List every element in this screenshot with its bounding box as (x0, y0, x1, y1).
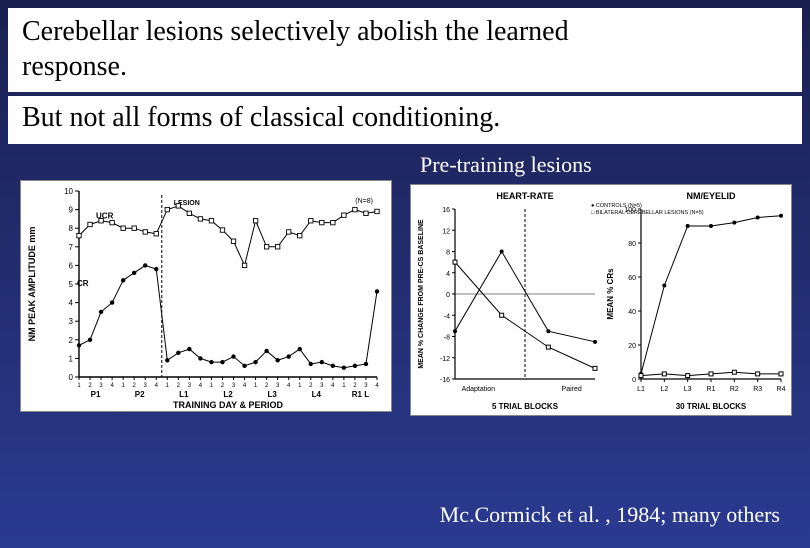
svg-text:3: 3 (232, 383, 236, 389)
svg-text:3: 3 (364, 383, 368, 389)
svg-text:NM PEAK AMPLITUDE mm: NM PEAK AMPLITUDE mm (27, 227, 37, 342)
svg-text:2: 2 (353, 383, 357, 389)
svg-text:1: 1 (166, 383, 170, 389)
svg-text:40: 40 (628, 309, 636, 316)
svg-text:R3: R3 (753, 386, 762, 393)
svg-text:L1: L1 (637, 386, 645, 393)
svg-text:3: 3 (188, 383, 192, 389)
svg-text:4: 4 (375, 383, 379, 389)
svg-text:R1: R1 (707, 386, 716, 393)
svg-text:60: 60 (628, 275, 636, 282)
svg-text:2: 2 (133, 383, 137, 389)
svg-text:L4: L4 (312, 390, 322, 399)
svg-text:L3: L3 (684, 386, 692, 393)
svg-text:R2: R2 (730, 386, 739, 393)
figure-right-col: Pre-training lesions HEART-RATE NM/EYELID… (410, 152, 790, 421)
svg-text:2: 2 (88, 383, 92, 389)
svg-text:R4: R4 (777, 386, 786, 393)
figure-row: 0123456789101234P11234P21234L11234L21234… (20, 152, 790, 421)
svg-text:2: 2 (265, 383, 269, 389)
svg-text:7: 7 (69, 243, 74, 252)
svg-text:4: 4 (69, 299, 74, 308)
svg-text:HEART-RATE: HEART-RATE (496, 191, 553, 201)
svg-text:(N=8): (N=8) (355, 198, 373, 205)
svg-text:4: 4 (110, 383, 114, 389)
svg-text:0: 0 (632, 377, 636, 384)
title-block: Cerebellar lesions selectively abolish t… (8, 8, 802, 92)
svg-text:4: 4 (155, 383, 159, 389)
svg-text:1: 1 (254, 383, 258, 389)
svg-text:3: 3 (320, 383, 324, 389)
svg-text:L3: L3 (267, 390, 277, 399)
svg-text:3: 3 (276, 383, 280, 389)
pre-training-label: Pre-training lesions (420, 152, 790, 178)
svg-text:10: 10 (64, 187, 73, 196)
svg-text:Paired: Paired (562, 386, 582, 393)
svg-text:0: 0 (69, 373, 74, 382)
svg-text:2: 2 (221, 383, 225, 389)
svg-text:L2: L2 (660, 386, 668, 393)
svg-text:1: 1 (210, 383, 214, 389)
svg-text:8: 8 (69, 224, 74, 233)
svg-text:-4: -4 (444, 313, 450, 320)
svg-text:MEAN % CRs: MEAN % CRs (606, 268, 615, 320)
subtitle-block: But not all forms of classical condition… (8, 96, 802, 144)
title-line-1: Cerebellar lesions selectively abolish t… (22, 14, 788, 49)
svg-text:6: 6 (69, 261, 74, 270)
svg-text:Adaptation: Adaptation (462, 386, 496, 393)
svg-text:P2: P2 (135, 390, 145, 399)
svg-text:1: 1 (77, 383, 81, 389)
svg-text:30 TRIAL BLOCKS: 30 TRIAL BLOCKS (676, 402, 747, 411)
svg-text:4: 4 (287, 383, 291, 389)
svg-text:P1: P1 (91, 390, 101, 399)
svg-text:20: 20 (628, 343, 636, 350)
svg-text:□ BILATERAL CEREBELLAR LESIONS: □ BILATERAL CEREBELLAR LESIONS (N=5) (591, 210, 704, 216)
title-line-2: response. (22, 49, 788, 84)
svg-text:L1: L1 (179, 390, 189, 399)
svg-text:12: 12 (442, 228, 450, 235)
svg-text:-8: -8 (444, 335, 450, 342)
svg-text:4: 4 (199, 383, 203, 389)
svg-text:4: 4 (446, 271, 450, 278)
svg-text:UCR: UCR (96, 211, 114, 220)
svg-text:0: 0 (446, 292, 450, 299)
svg-text:1: 1 (342, 383, 346, 389)
svg-text:TRAINING DAY & PERIOD: TRAINING DAY & PERIOD (173, 400, 284, 410)
svg-text:16: 16 (442, 207, 450, 214)
svg-text:L2: L2 (223, 390, 233, 399)
svg-text:5 TRIAL BLOCKS: 5 TRIAL BLOCKS (492, 402, 559, 411)
svg-text:-16: -16 (440, 377, 450, 384)
svg-text:3: 3 (99, 383, 103, 389)
subtitle: But not all forms of classical condition… (22, 102, 788, 134)
svg-text:2: 2 (309, 383, 313, 389)
svg-text:2: 2 (177, 383, 181, 389)
svg-text:NM/EYELID: NM/EYELID (686, 191, 736, 201)
svg-text:1: 1 (298, 383, 302, 389)
svg-text:4: 4 (331, 383, 335, 389)
figure-right: HEART-RATENM/EYELID● CONTROLS (N=5)□ BIL… (410, 184, 792, 416)
svg-text:CR: CR (77, 279, 89, 288)
svg-text:3: 3 (144, 383, 148, 389)
svg-text:1: 1 (121, 383, 125, 389)
citation: Mc.Cormick et al. , 1984; many others (440, 502, 780, 528)
svg-text:R1 L: R1 L (352, 390, 369, 399)
svg-text:8: 8 (446, 250, 450, 257)
svg-text:5: 5 (69, 280, 74, 289)
figure-left: 0123456789101234P11234P21234L11234L21234… (20, 180, 392, 412)
svg-text:MEAN % CHANGE FROM PRE-CS BASE: MEAN % CHANGE FROM PRE-CS BASELINE (418, 219, 425, 369)
svg-text:1: 1 (69, 354, 74, 363)
svg-text:-12: -12 (440, 356, 450, 363)
svg-text:3: 3 (69, 317, 74, 326)
figure-left-col: 0123456789101234P11234P21234L11234L21234… (20, 152, 390, 417)
svg-text:100: 100 (624, 207, 636, 214)
svg-text:80: 80 (628, 241, 636, 248)
svg-text:2: 2 (69, 336, 74, 345)
svg-text:9: 9 (69, 206, 74, 215)
svg-text:4: 4 (243, 383, 247, 389)
